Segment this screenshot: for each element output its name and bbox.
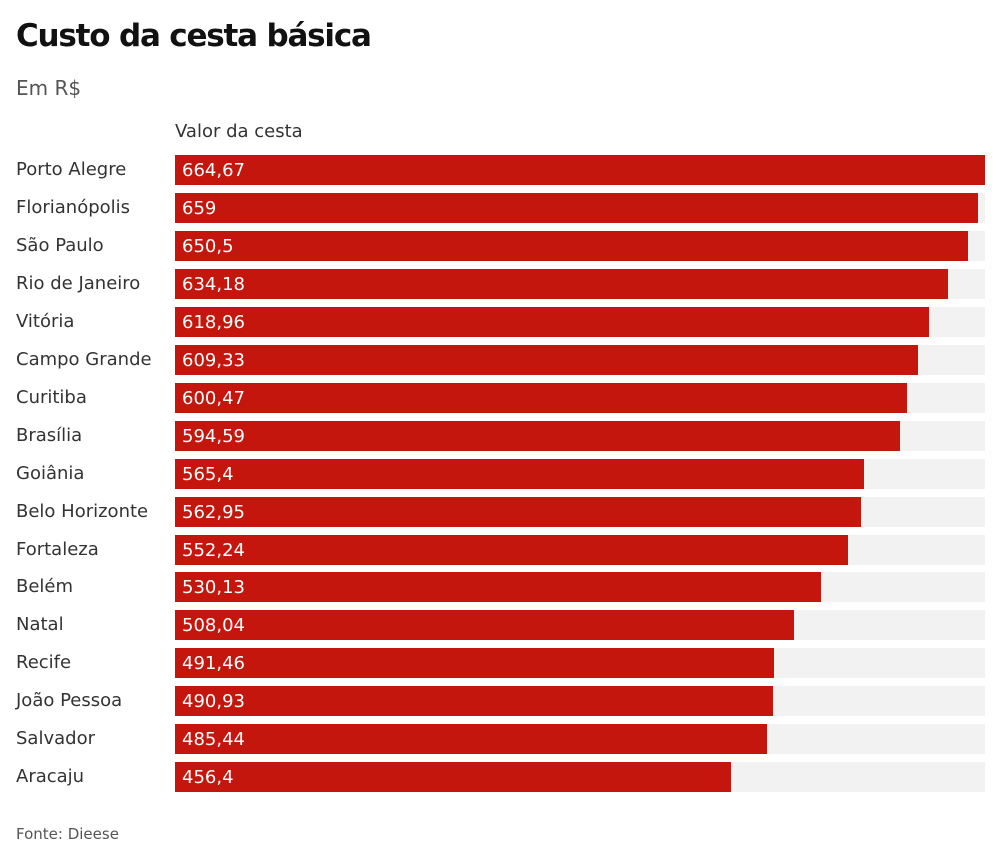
bar xyxy=(175,420,900,451)
column-header: Valor da cesta xyxy=(175,121,303,142)
bar xyxy=(175,724,767,755)
category-label: Campo Grande xyxy=(16,348,152,370)
category-label: Florianópolis xyxy=(16,196,131,218)
category-label: Recife xyxy=(16,652,72,674)
bar xyxy=(175,155,985,185)
data-label: 490,93 xyxy=(182,691,245,713)
bar xyxy=(175,344,918,375)
data-label: 659 xyxy=(182,197,217,219)
data-label: 508,04 xyxy=(182,615,245,637)
chart-title: Custo da cesta básica xyxy=(16,18,372,54)
data-label: 552,24 xyxy=(182,539,245,561)
data-label: 650,5 xyxy=(182,235,234,257)
bar xyxy=(175,534,848,565)
category-label: Salvador xyxy=(16,728,95,750)
bar xyxy=(175,268,948,299)
category-label: Curitiba xyxy=(16,386,87,408)
category-label: João Pessoa xyxy=(16,690,123,712)
bar xyxy=(175,458,865,489)
bar xyxy=(175,572,822,603)
bar xyxy=(175,686,774,717)
category-label: Porto Alegre xyxy=(16,159,127,180)
bar xyxy=(175,496,862,527)
category-label: Vitória xyxy=(16,310,75,332)
category-label: São Paulo xyxy=(16,234,104,256)
data-label: 485,44 xyxy=(182,729,245,751)
data-label: 609,33 xyxy=(182,349,245,371)
data-label: 600,47 xyxy=(182,387,245,409)
bar xyxy=(175,382,907,413)
data-label: 618,96 xyxy=(182,311,245,333)
data-label: 530,13 xyxy=(182,577,245,599)
source-note: Fonte: Dieese xyxy=(16,825,119,843)
bar xyxy=(175,610,795,641)
bar xyxy=(175,762,732,793)
bar xyxy=(175,230,968,261)
data-label: 634,18 xyxy=(182,273,245,295)
category-label: Brasília xyxy=(16,424,83,446)
data-label: 594,59 xyxy=(182,425,245,447)
data-label: 664,67 xyxy=(182,160,245,181)
bar xyxy=(175,306,930,337)
data-label: 562,95 xyxy=(182,501,245,523)
category-label: Rio de Janeiro xyxy=(16,272,141,294)
bar xyxy=(175,192,979,223)
data-label: 565,4 xyxy=(182,463,234,485)
category-label: Aracaju xyxy=(16,766,85,788)
bar xyxy=(175,648,774,679)
data-label: 491,46 xyxy=(182,653,245,675)
category-label: Belém xyxy=(16,576,74,598)
category-label: Belo Horizonte xyxy=(16,500,149,522)
category-label: Natal xyxy=(16,614,64,636)
category-label: Goiânia xyxy=(16,462,85,484)
data-label: 456,4 xyxy=(182,767,234,789)
chart-subtitle: Em R$ xyxy=(16,76,82,100)
category-label: Fortaleza xyxy=(16,538,99,560)
